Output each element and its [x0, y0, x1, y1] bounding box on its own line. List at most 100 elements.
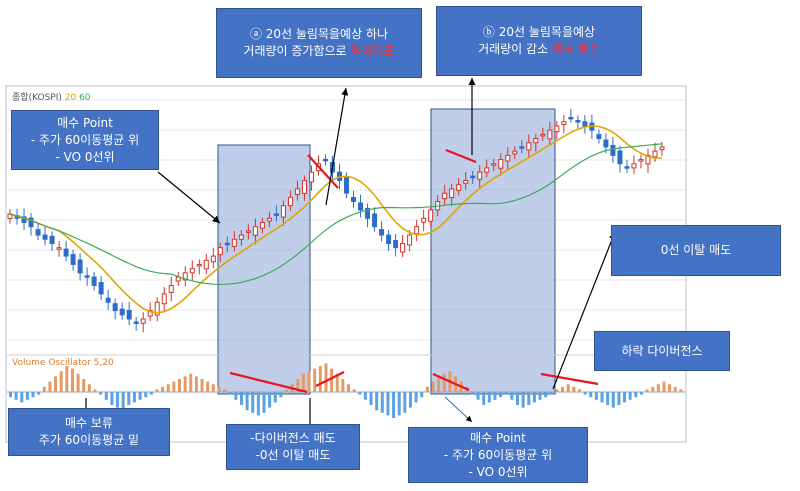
oscillator-bar: [149, 392, 153, 395]
oscillator-bar: [104, 392, 108, 400]
oscillator-bar: [194, 376, 198, 392]
oscillator-bar: [639, 392, 643, 395]
oscillator-bar: [161, 386, 165, 392]
oscillator-bar: [172, 381, 176, 392]
candle-body: [280, 205, 286, 218]
candle-body: [624, 166, 630, 169]
oscillator-bar: [521, 392, 525, 408]
candle-body: [568, 116, 574, 120]
oscillator-bar: [330, 368, 334, 392]
ma20-label: 20: [64, 93, 77, 103]
candle-body: [154, 301, 160, 316]
candle-body: [105, 297, 111, 303]
annotation-buy2-line3: - VO 0선위: [468, 464, 528, 479]
candle-body: [449, 188, 455, 199]
oscillator-bar: [99, 392, 103, 395]
oscillator-bar: [392, 392, 396, 418]
oscillator-bar: [623, 392, 627, 403]
annotation-hold-line1: 매수 보류: [65, 416, 113, 430]
candle-body: [252, 226, 258, 236]
oscillator-bar: [228, 392, 232, 395]
oscillator-bar: [589, 392, 593, 398]
candle-body: [322, 158, 328, 162]
candle-body: [456, 184, 462, 191]
annotation-a-line2: 거래량이 증가함으로: [243, 44, 347, 58]
oscillator-bar: [375, 392, 379, 411]
volume-oscillator-bars: [9, 363, 683, 418]
candle-body: [421, 217, 427, 223]
oscillator-bar: [48, 381, 52, 392]
candle-body: [203, 259, 209, 270]
candle-body: [49, 235, 55, 244]
candle-body: [196, 263, 202, 267]
oscillator-bar: [617, 392, 621, 405]
oscillator-bar: [262, 392, 266, 413]
annotation-buy1-line2: - 주가 60이동평균 위: [30, 132, 140, 147]
oscillator-bar: [606, 392, 610, 405]
candle-body: [659, 146, 665, 151]
divergence-line-b: [432, 372, 470, 392]
oscillator-bar: [76, 373, 80, 392]
candle-body: [414, 226, 420, 235]
candle-body: [372, 213, 378, 228]
candle-body: [442, 192, 448, 200]
ma60-line: [9, 143, 663, 286]
oscillator-bar: [645, 389, 649, 392]
oscillator-bar: [369, 392, 373, 405]
oscillator-bar: [20, 392, 24, 403]
annotation-buy1-line3: - VO 0선위: [55, 149, 115, 164]
candle-body: [63, 248, 69, 257]
oscillator-bar: [431, 381, 435, 392]
oscillator-bar: [532, 392, 536, 403]
oscillator-bar: [555, 389, 559, 392]
candle-body: [617, 150, 623, 165]
candle-body: [287, 196, 293, 207]
oscillator-bar: [662, 381, 666, 392]
annotation-buy1: 매수 Point - 주가 60이동평균 위 - VO 0선위: [11, 110, 159, 170]
oscillator-bar: [217, 386, 221, 392]
oscillator-bar: [239, 392, 243, 405]
candle-body: [84, 275, 90, 278]
oscillator-bar: [442, 373, 446, 392]
oscillator-bar: [611, 392, 615, 408]
candle-body: [470, 175, 476, 179]
annotation-divergence-sell: -다이버전스 매도 -0선 이탈 매도: [226, 424, 360, 470]
oscillator-bar: [324, 363, 328, 392]
candle-body: [140, 318, 146, 324]
oscillator-bar: [234, 392, 238, 400]
candle-body: [526, 142, 532, 151]
oscillator-bar: [31, 392, 35, 398]
candle-body: [358, 202, 364, 211]
oscillator-bar: [561, 386, 565, 392]
candle-body: [344, 177, 350, 194]
candle-body: [182, 272, 188, 281]
candle-body: [77, 259, 83, 274]
candle-body: [561, 121, 567, 126]
oscillator-bar: [363, 392, 367, 400]
oscillator-bar: [251, 392, 255, 413]
candle-body: [491, 163, 497, 166]
oscillator-bar: [408, 392, 412, 408]
candle-body: [231, 238, 237, 247]
oscillator-bar: [352, 389, 356, 392]
oscillator-bar: [544, 392, 548, 398]
candle-body: [259, 222, 265, 229]
oscillator-bar: [594, 392, 598, 400]
candle-body: [119, 308, 125, 316]
oscillator-bar: [470, 392, 474, 395]
annotation-buy2-line1: 매수 Point: [470, 430, 526, 445]
candle-body: [428, 209, 434, 222]
oscillator-bar: [380, 392, 384, 413]
oscillator-bar: [200, 379, 204, 392]
price-legend: 종합(KOSPI) 20 60: [12, 90, 91, 103]
candle-body: [575, 120, 581, 123]
oscillator-bar: [279, 392, 283, 398]
candle-body: [266, 217, 272, 222]
oscillator-bar: [65, 366, 69, 392]
oscillator-bar: [296, 379, 300, 392]
arrow-a: [325, 87, 349, 206]
oscillator-bar: [285, 389, 289, 392]
annotation-buy1-line1: 매수 Point: [57, 115, 113, 130]
candle-body: [547, 129, 553, 140]
oscillator-bar: [9, 392, 12, 398]
